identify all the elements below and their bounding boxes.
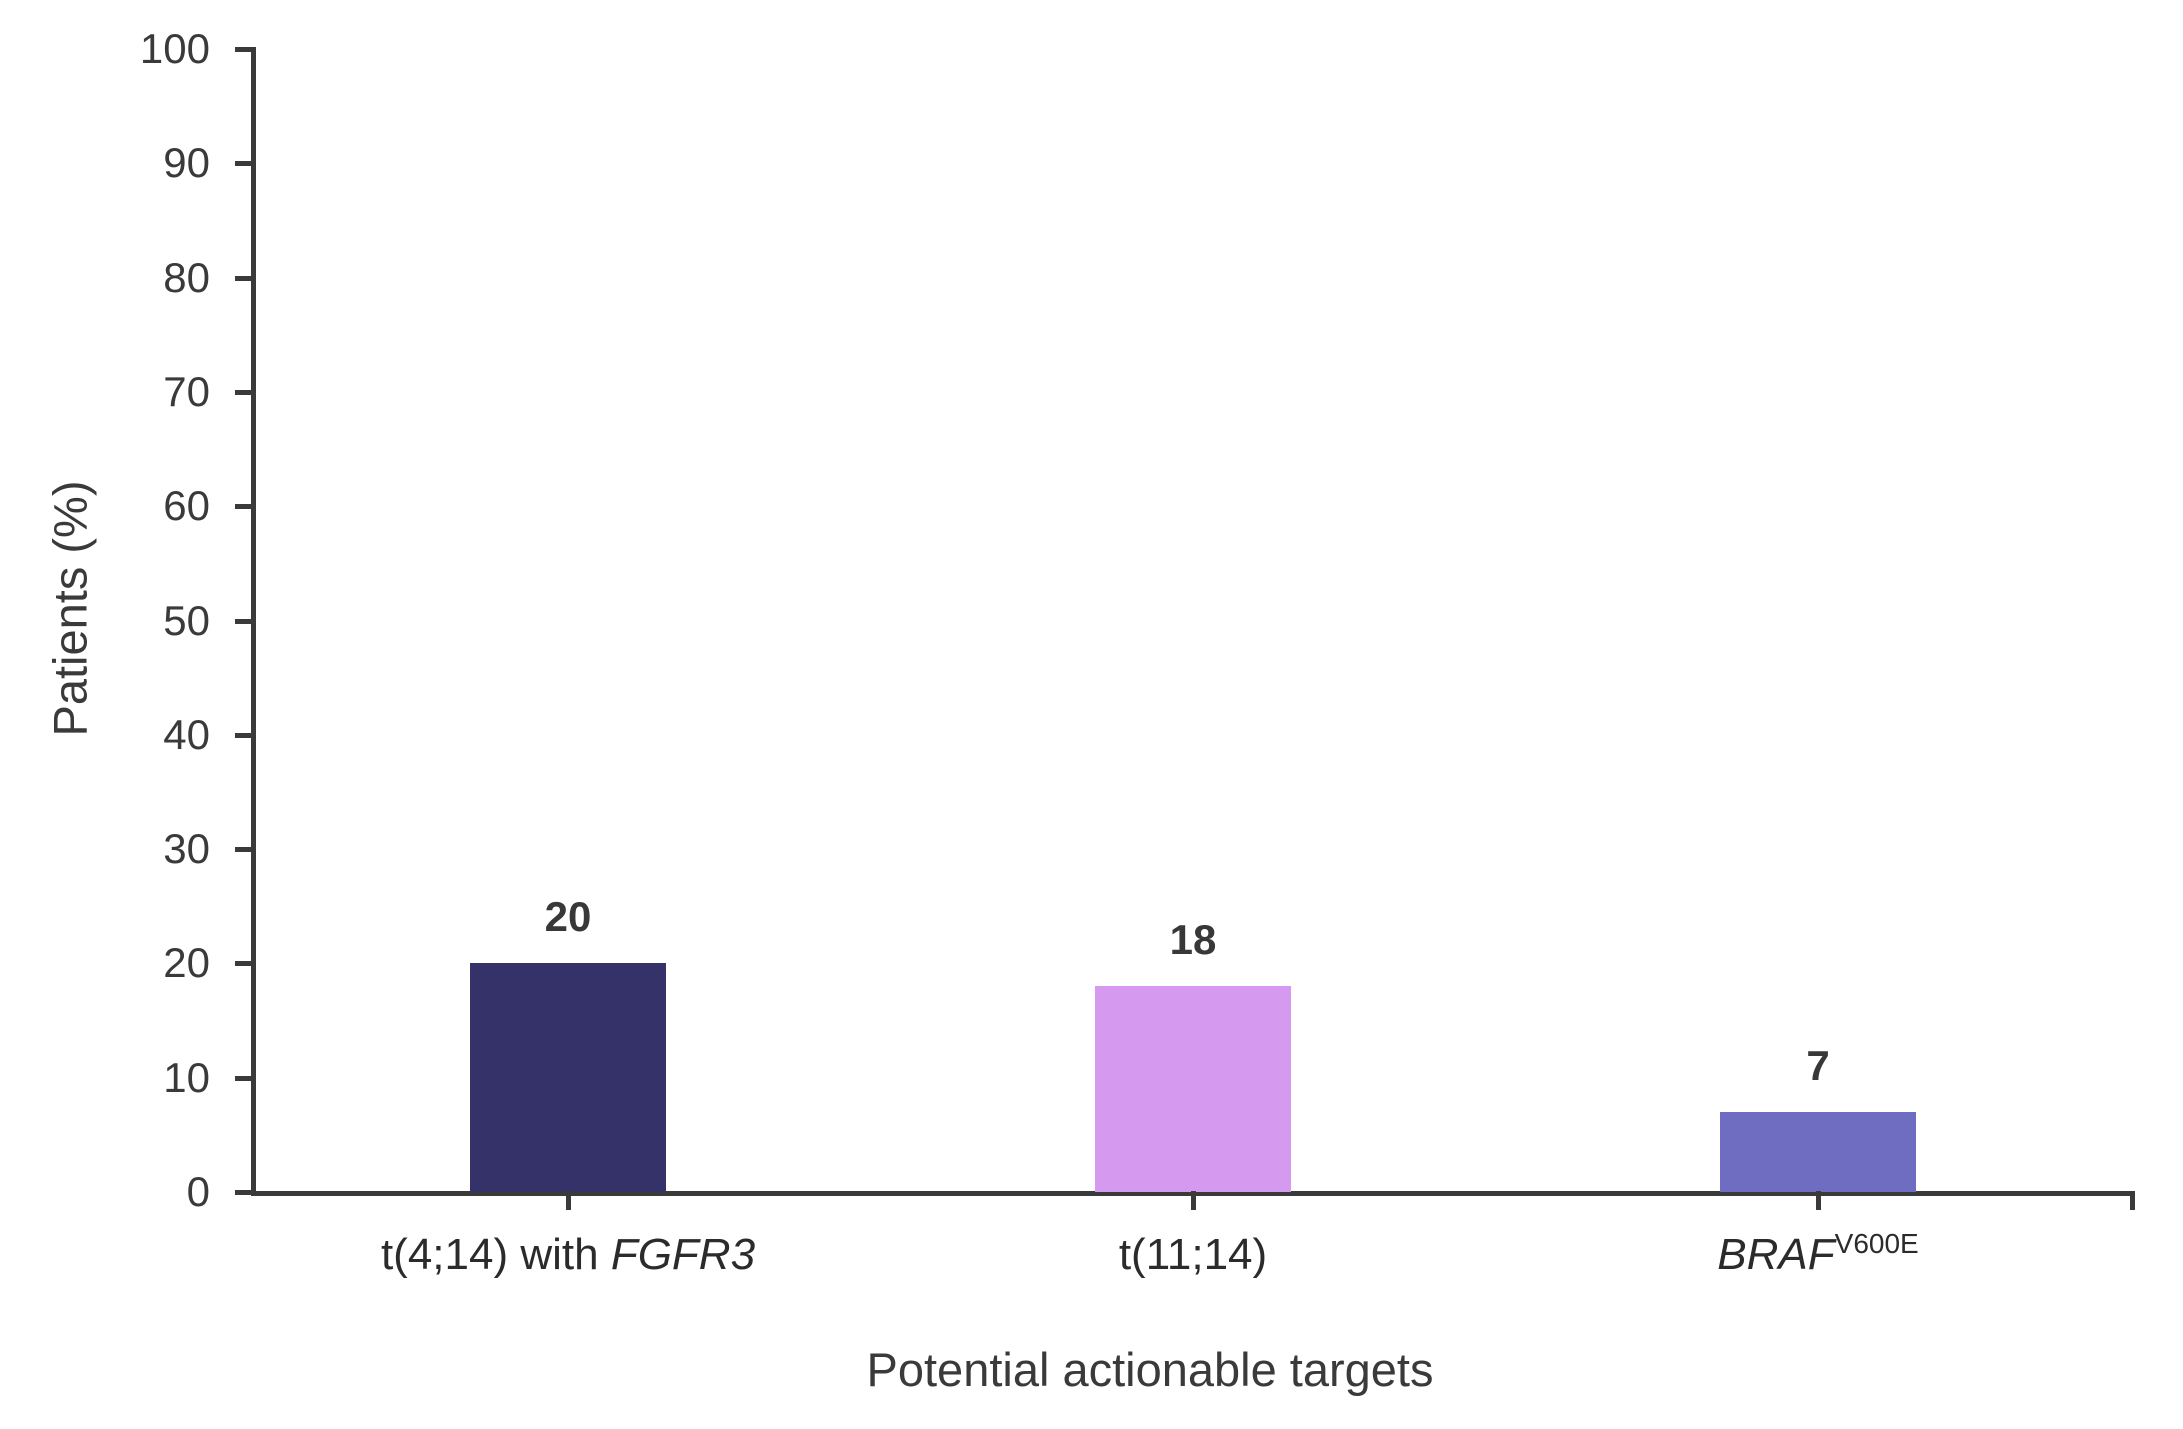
y-axis-line xyxy=(251,47,256,1196)
y-axis-tick xyxy=(235,1190,251,1195)
category-label-text: t(11;14) xyxy=(1118,1230,1268,1279)
y-axis-tick xyxy=(235,161,251,167)
bar-1 xyxy=(470,963,666,1192)
y-axis-tick-label: 70 xyxy=(163,367,210,415)
x-axis-end-tick xyxy=(2130,1191,2135,1210)
bar-value-label: 18 xyxy=(1169,916,1217,963)
x-axis-category-label: t(11;14) xyxy=(1119,1230,1267,1280)
x-axis-category-label: BRAFV600E xyxy=(1717,1228,1919,1280)
bar-3 xyxy=(1720,1112,1916,1192)
y-axis-tick-label: 30 xyxy=(163,825,210,873)
bar-value-label: 20 xyxy=(544,893,592,940)
y-axis-tick xyxy=(235,618,251,624)
bar-2 xyxy=(1095,986,1291,1192)
y-axis-tick-label: 40 xyxy=(163,710,210,758)
y-axis-tick-label: 10 xyxy=(163,1053,210,1101)
y-axis-title-wrap: Patients (%) xyxy=(43,0,97,1228)
category-label-text: t(4;14) with xyxy=(380,1230,611,1279)
category-label-superscript: V600E xyxy=(1834,1228,1919,1259)
y-axis-tick-label: 90 xyxy=(163,139,210,187)
y-axis-tick xyxy=(235,961,251,967)
y-axis-tick-label: 80 xyxy=(163,253,210,301)
y-axis-tick-label: 0 xyxy=(186,1168,210,1215)
x-axis-tick xyxy=(566,1191,571,1210)
y-axis-tick xyxy=(235,1075,251,1081)
y-axis-tick-label: 20 xyxy=(163,939,210,987)
y-axis-tick xyxy=(235,275,251,281)
category-label-gene-italic: BRAF xyxy=(1717,1230,1835,1279)
x-axis-title: Potential actionable targets xyxy=(866,1343,1434,1396)
category-label-gene-italic: FGFR3 xyxy=(610,1230,756,1279)
y-axis-tick xyxy=(235,504,251,510)
y-axis-tick xyxy=(235,732,251,738)
y-axis-title: Patients (%) xyxy=(43,480,97,736)
y-axis-tick xyxy=(235,847,251,853)
x-axis-category-label: t(4;14) with FGFR3 xyxy=(381,1230,755,1280)
y-axis-tick-label: 60 xyxy=(163,482,210,530)
bar-value-label: 7 xyxy=(1806,1042,1830,1089)
y-axis-tick-label: 100 xyxy=(139,25,210,72)
y-axis-tick xyxy=(235,389,251,395)
y-axis-tick xyxy=(235,47,251,52)
y-axis-tick-label: 50 xyxy=(163,596,210,644)
x-axis-tick xyxy=(1191,1191,1196,1210)
x-axis-tick xyxy=(1816,1191,1821,1210)
